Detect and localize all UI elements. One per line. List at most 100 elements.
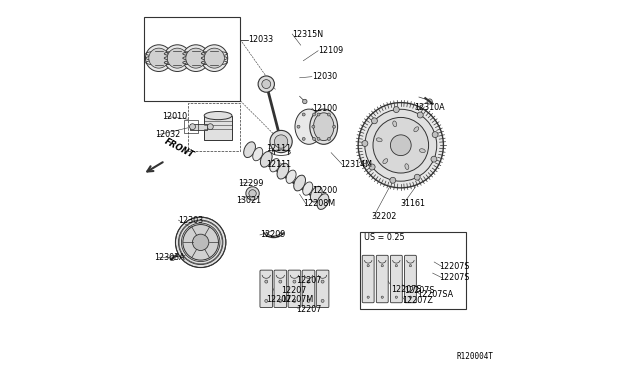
Circle shape <box>193 234 209 250</box>
Text: 12030: 12030 <box>312 72 337 81</box>
Ellipse shape <box>314 113 334 141</box>
Circle shape <box>358 103 444 188</box>
Text: 13021: 13021 <box>237 196 262 205</box>
FancyBboxPatch shape <box>302 270 315 308</box>
Ellipse shape <box>182 45 209 71</box>
Ellipse shape <box>148 48 169 68</box>
Circle shape <box>265 299 268 302</box>
Circle shape <box>396 296 397 298</box>
Ellipse shape <box>317 194 329 209</box>
Circle shape <box>373 118 429 173</box>
Text: 12207S: 12207S <box>439 273 470 282</box>
Circle shape <box>362 141 368 147</box>
Ellipse shape <box>186 48 206 68</box>
Circle shape <box>317 113 320 116</box>
Circle shape <box>427 99 432 104</box>
Circle shape <box>275 135 288 148</box>
FancyBboxPatch shape <box>376 255 388 303</box>
Text: R120004T: R120004T <box>456 352 493 361</box>
Ellipse shape <box>419 149 425 153</box>
Text: 12209: 12209 <box>260 230 285 240</box>
Text: 12315N: 12315N <box>292 29 323 39</box>
Bar <box>204 116 232 140</box>
Circle shape <box>312 113 316 116</box>
Ellipse shape <box>310 109 338 144</box>
Ellipse shape <box>164 45 191 71</box>
Text: 12100: 12100 <box>312 104 337 113</box>
Text: 31161: 31161 <box>401 199 426 208</box>
Ellipse shape <box>204 48 225 68</box>
Circle shape <box>321 280 324 283</box>
Circle shape <box>279 299 282 302</box>
Text: 12207S: 12207S <box>391 285 422 294</box>
Ellipse shape <box>294 175 305 191</box>
Circle shape <box>367 296 369 298</box>
Text: 12207: 12207 <box>266 295 292 304</box>
Circle shape <box>312 137 316 140</box>
Bar <box>360 232 467 309</box>
Text: 12109: 12109 <box>318 46 344 55</box>
Circle shape <box>265 280 268 283</box>
FancyBboxPatch shape <box>390 255 403 303</box>
Text: 12207M: 12207M <box>281 295 314 304</box>
Ellipse shape <box>295 109 323 144</box>
FancyBboxPatch shape <box>288 270 301 308</box>
Text: 12033: 12033 <box>248 35 273 44</box>
Circle shape <box>302 137 305 140</box>
Ellipse shape <box>204 112 232 120</box>
Circle shape <box>328 113 330 116</box>
Text: 12207S: 12207S <box>404 286 435 295</box>
FancyBboxPatch shape <box>404 255 417 303</box>
Ellipse shape <box>303 182 313 195</box>
Ellipse shape <box>383 159 388 164</box>
Text: 12207: 12207 <box>281 286 307 295</box>
Circle shape <box>293 299 296 302</box>
Ellipse shape <box>244 142 255 158</box>
Circle shape <box>390 177 396 183</box>
Circle shape <box>414 174 420 180</box>
Circle shape <box>390 135 411 155</box>
Ellipse shape <box>405 164 409 170</box>
Circle shape <box>307 299 310 302</box>
Text: 12207Z: 12207Z <box>403 296 433 305</box>
Text: 12200: 12200 <box>312 186 337 195</box>
Circle shape <box>303 99 307 104</box>
Circle shape <box>371 118 378 124</box>
Text: 12032: 12032 <box>155 130 180 140</box>
Circle shape <box>189 124 195 130</box>
Text: 12207: 12207 <box>296 305 321 314</box>
Circle shape <box>381 296 383 298</box>
Bar <box>189 124 207 130</box>
Text: US = 0.25: US = 0.25 <box>364 232 404 242</box>
Text: 12207S: 12207S <box>439 262 470 271</box>
Ellipse shape <box>310 186 322 202</box>
Circle shape <box>270 131 292 153</box>
Circle shape <box>321 299 324 302</box>
Circle shape <box>381 264 383 267</box>
Text: 12299: 12299 <box>237 179 263 187</box>
Circle shape <box>365 109 436 181</box>
Text: 12111: 12111 <box>266 144 291 153</box>
Text: FRONT: FRONT <box>163 137 195 160</box>
Circle shape <box>258 76 275 92</box>
Circle shape <box>170 255 175 260</box>
Circle shape <box>302 113 305 116</box>
Circle shape <box>183 225 218 260</box>
Ellipse shape <box>145 45 172 71</box>
Bar <box>144 17 240 101</box>
Ellipse shape <box>270 158 280 172</box>
Circle shape <box>410 264 412 267</box>
FancyBboxPatch shape <box>316 270 329 308</box>
Text: 12111: 12111 <box>266 160 291 169</box>
Text: 12303A: 12303A <box>154 253 184 262</box>
FancyBboxPatch shape <box>362 255 374 303</box>
Bar <box>188 103 240 151</box>
Text: 32202: 32202 <box>371 212 397 221</box>
Circle shape <box>417 112 423 118</box>
Circle shape <box>249 190 256 197</box>
Circle shape <box>307 280 310 283</box>
Text: 12207: 12207 <box>296 276 321 285</box>
Ellipse shape <box>277 163 289 179</box>
Circle shape <box>246 187 259 200</box>
Ellipse shape <box>201 45 228 71</box>
